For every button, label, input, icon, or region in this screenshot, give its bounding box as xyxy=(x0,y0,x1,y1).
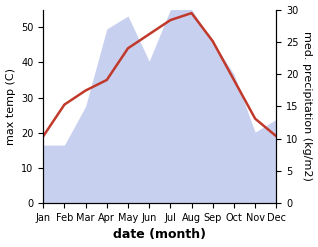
Y-axis label: med. precipitation (kg/m2): med. precipitation (kg/m2) xyxy=(302,31,313,181)
X-axis label: date (month): date (month) xyxy=(113,228,206,242)
Y-axis label: max temp (C): max temp (C) xyxy=(5,68,16,145)
